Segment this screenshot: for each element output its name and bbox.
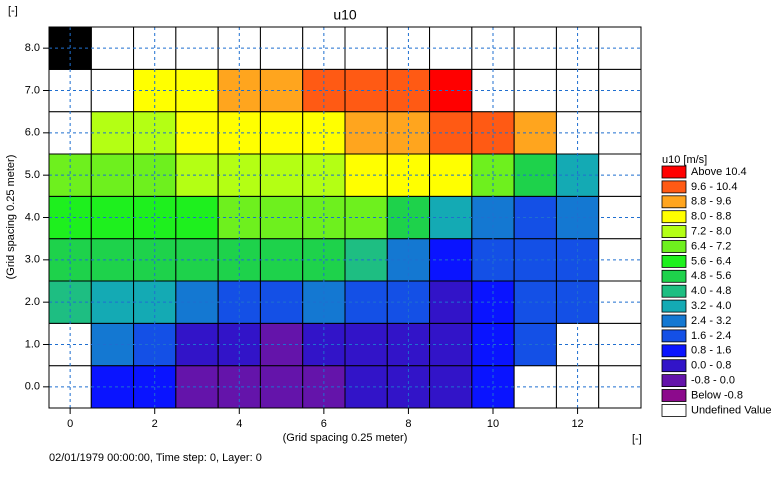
legend-swatch (661, 299, 687, 313)
x-unit: [-] (632, 433, 642, 445)
y-tick-label: 3.0 (25, 254, 40, 266)
x-tick-label: 0 (67, 418, 73, 430)
legend-label: 3.2 - 4.0 (691, 300, 731, 312)
footer: 02/01/1979 00:00:00, Time step: 0, Layer… (49, 452, 262, 464)
x-tick-label: 6 (321, 418, 327, 430)
x-tick-label: 12 (571, 418, 583, 430)
legend-label: 0.0 - 0.8 (691, 360, 731, 372)
legend-label: 9.6 - 10.4 (691, 181, 737, 193)
x-tick-label: 8 (405, 418, 411, 430)
y-tick-label: 4.0 (25, 211, 40, 223)
legend-label: 4.0 - 4.8 (691, 285, 731, 297)
legend-label: 5.6 - 6.4 (691, 255, 731, 267)
legend-swatch (661, 180, 687, 194)
legend-swatch (661, 240, 687, 253)
legend-swatch (661, 374, 687, 388)
legend-swatch (661, 165, 687, 179)
legend-swatch (661, 344, 687, 358)
legend-label: 4.8 - 5.6 (691, 270, 731, 282)
x-axis-label: (Grid spacing 0.25 meter) (283, 432, 408, 444)
legend-title: u10 [m/s] (662, 154, 707, 166)
legend-swatch (661, 210, 687, 224)
legend-swatch (661, 403, 687, 417)
legend-swatch (661, 314, 687, 328)
y-tick-label: 6.0 (25, 127, 40, 139)
legend-label: 8.0 - 8.8 (691, 211, 731, 223)
y-tick-label: 2.0 (25, 296, 40, 308)
legend-swatch (661, 389, 687, 402)
legend-swatch (661, 359, 687, 373)
plot-frame (48, 26, 642, 409)
legend-swatch (661, 254, 687, 268)
x-tick-label: 2 (152, 418, 158, 430)
legend-label: 1.6 - 2.4 (691, 330, 731, 342)
x-tick-label: 4 (236, 418, 242, 430)
y-tick-label: 8.0 (25, 42, 40, 54)
y-tick-label: 1.0 (25, 338, 40, 350)
legend-swatch (661, 225, 687, 239)
legend-label: Undefined Value (691, 404, 772, 416)
y-tick-label: 0.0 (25, 381, 40, 393)
y-axis-label: (Grid spacing 0.25 meter) (5, 155, 17, 280)
chart-title: u10 (333, 7, 357, 23)
legend-swatch (661, 329, 687, 343)
legend-swatch (661, 269, 687, 283)
y-unit: [-] (8, 5, 18, 17)
legend-label: 8.8 - 9.6 (691, 196, 731, 208)
legend-label: Below -0.8 (691, 389, 743, 401)
legend-swatch (661, 284, 687, 298)
legend-label: 2.4 - 3.2 (691, 315, 731, 327)
legend-label: 0.8 - 1.6 (691, 345, 731, 357)
x-tick-label: 10 (487, 418, 499, 430)
y-tick-label: 7.0 (25, 84, 40, 96)
legend-label: Above 10.4 (691, 166, 747, 178)
legend-label: -0.8 - 0.0 (691, 375, 735, 387)
legend-label: 6.4 - 7.2 (691, 240, 731, 252)
legend-label: 7.2 - 8.0 (691, 226, 731, 238)
legend-swatch (661, 195, 687, 209)
y-tick-label: 5.0 (25, 169, 40, 181)
